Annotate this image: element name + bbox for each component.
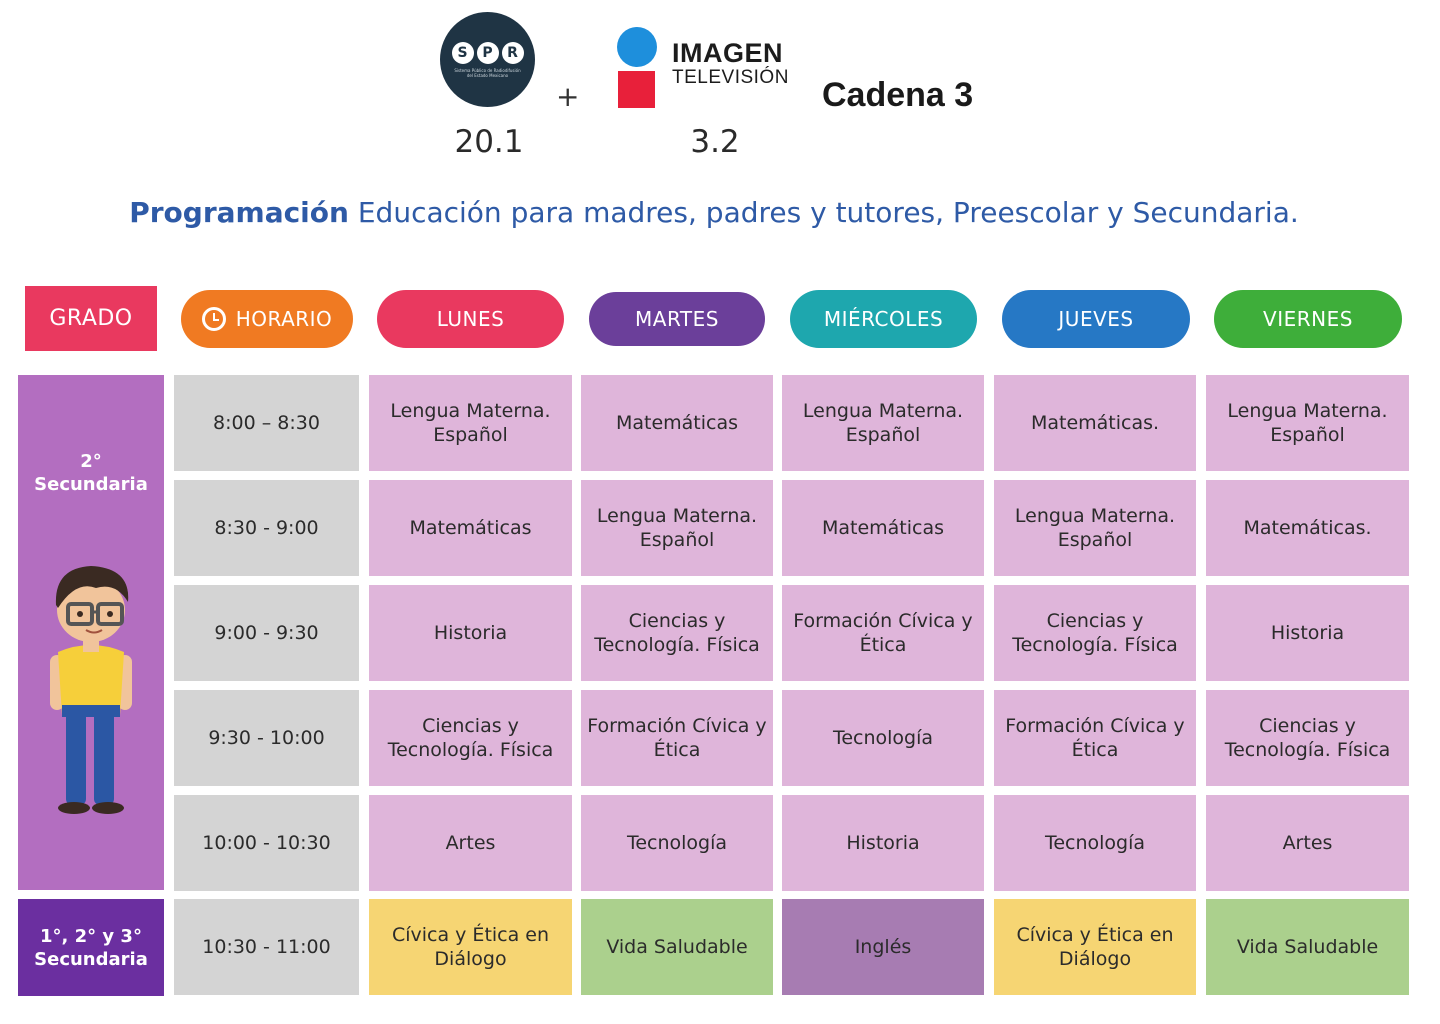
class-cell-lunes: Ciencias y Tecnología. Física	[369, 690, 572, 786]
time-slot-cell: 9:30 - 10:00	[174, 690, 359, 786]
class-cell-viernes: Lengua Materna. Español	[1206, 375, 1409, 471]
class-cell-martes: Vida Saludable	[581, 899, 773, 995]
class-cell-miercoles: Historia	[782, 795, 984, 891]
class-cell-miercoles: Inglés	[782, 899, 984, 995]
clock-icon	[201, 307, 226, 331]
class-cell-jueves: Lengua Materna. Español	[994, 480, 1196, 576]
class-cell-miercoles: Lengua Materna. Español	[782, 375, 984, 471]
header-lunes: LUNES	[377, 290, 564, 348]
imagen-logo-square	[618, 71, 655, 108]
class-cell-lunes: Historia	[369, 585, 572, 681]
channel-imagen: 3.2	[690, 124, 740, 160]
grade-label-2: 2° Secundaria	[18, 450, 164, 496]
cadena-label: Cadena 3	[822, 76, 974, 114]
class-cell-viernes: Artes	[1206, 795, 1409, 891]
spr-letter-r: R	[501, 41, 524, 64]
class-cell-viernes: Historia	[1206, 585, 1409, 681]
page-title-bold: Programación	[129, 196, 349, 229]
class-cell-jueves: Ciencias y Tecnología. Física	[994, 585, 1196, 681]
time-slot-cell: 8:00 – 8:30	[174, 375, 359, 471]
grade-label-2-line1: 2°	[80, 451, 102, 472]
grade-block-1-2-3-secundaria: 1°, 2° y 3° Secundaria	[18, 899, 164, 996]
class-cell-martes: Matemáticas	[581, 375, 773, 471]
header-martes: MARTES	[589, 292, 765, 346]
class-cell-martes: Formación Cívica y Ética	[581, 690, 773, 786]
class-cell-jueves: Cívica y Ética en Diálogo	[994, 899, 1196, 995]
time-slot-cell: 10:00 - 10:30	[174, 795, 359, 891]
header-horario: HORARIO	[181, 290, 353, 348]
header-viernes: VIERNES	[1214, 290, 1402, 348]
time-slot-cell: 9:00 - 9:30	[174, 585, 359, 681]
class-cell-viernes: Vida Saludable	[1206, 899, 1409, 995]
class-cell-miercoles: Formación Cívica y Ética	[782, 585, 984, 681]
class-cell-miercoles: Tecnología	[782, 690, 984, 786]
header-jueves: JUEVES	[1002, 290, 1190, 348]
grade-label-123-line2: Secundaria	[34, 948, 148, 970]
header-horario-label: HORARIO	[235, 307, 333, 331]
page-title-rest: Educación para madres, padres y tutores,…	[357, 196, 1299, 229]
page-title: Programación Educación para madres, padr…	[0, 196, 1428, 229]
header-miercoles: MIÉRCOLES	[790, 290, 977, 348]
plus-sign: +	[556, 80, 580, 113]
spr-logo-subtext: Sistema Público de Radiodifusión del Est…	[454, 67, 521, 78]
header-grado: GRADO	[25, 286, 157, 351]
class-cell-lunes: Matemáticas	[369, 480, 572, 576]
class-cell-lunes: Lengua Materna. Español	[369, 375, 572, 471]
grade-label-123-line1: 1°, 2° y 3°	[40, 925, 142, 947]
class-cell-miercoles: Matemáticas	[782, 480, 984, 576]
class-cell-lunes: Artes	[369, 795, 572, 891]
class-cell-viernes: Ciencias y Tecnología. Física	[1206, 690, 1409, 786]
class-cell-martes: Lengua Materna. Español	[581, 480, 773, 576]
time-slot-cell: 8:30 - 9:00	[174, 480, 359, 576]
class-cell-lunes: Cívica y Ética en Diálogo	[369, 899, 572, 995]
class-cell-jueves: Formación Cívica y Ética	[994, 690, 1196, 786]
spr-logo: S P R Sistema Público de Radiodifusión d…	[440, 12, 535, 107]
student-character-illustration	[50, 566, 132, 814]
channel-spr: 20.1	[454, 124, 524, 160]
imagen-logo-line1: IMAGEN	[672, 38, 783, 68]
spr-letter-s: S	[451, 41, 474, 64]
spr-logo-letters: S P R	[451, 41, 524, 64]
imagen-logo-line2: TELEVISIÓN	[672, 67, 789, 88]
class-cell-viernes: Matemáticas.	[1206, 480, 1409, 576]
time-slot-cell: 10:30 - 11:00	[174, 899, 359, 995]
class-cell-martes: Tecnología	[581, 795, 773, 891]
spr-letter-p: P	[476, 41, 499, 64]
class-cell-martes: Ciencias y Tecnología. Física	[581, 585, 773, 681]
class-cell-jueves: Tecnología	[994, 795, 1196, 891]
imagen-logo-dot	[617, 27, 657, 67]
grade-label-2-line2: Secundaria	[34, 474, 148, 495]
class-cell-jueves: Matemáticas.	[994, 375, 1196, 471]
